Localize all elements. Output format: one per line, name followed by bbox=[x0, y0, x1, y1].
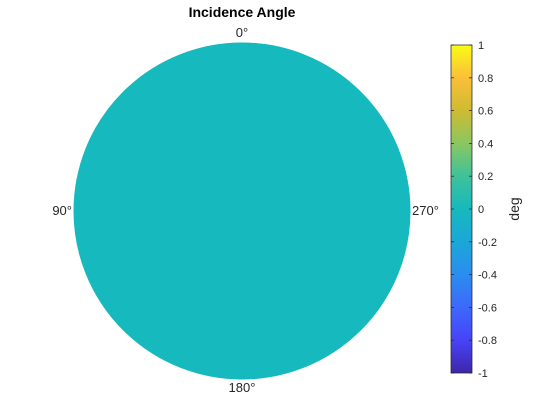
angle-label-270: 270° bbox=[412, 203, 439, 218]
angle-label-0: 0° bbox=[236, 25, 248, 40]
colorbar-tick-label: 0.6 bbox=[478, 106, 493, 118]
colorbar-tick-label: 0.4 bbox=[478, 138, 493, 150]
colorbar-tick-label: -0.4 bbox=[478, 270, 497, 282]
colorbar-tick-label: -0.8 bbox=[478, 335, 497, 347]
colorbar-tick-label: -0.2 bbox=[478, 237, 497, 249]
colorbar-gradient bbox=[451, 45, 472, 373]
polar-field-disc bbox=[74, 43, 410, 379]
chart-title: Incidence Angle bbox=[189, 4, 296, 20]
colorbar: -1 -0.8 -0.6 -0.4 -0.2 0 0.2 0.4 0.6 0.8 1 deg bbox=[451, 40, 522, 380]
colorbar-tick-label: -1 bbox=[478, 368, 488, 380]
angle-label-90: 90° bbox=[52, 203, 72, 218]
colorbar-tick-label: 0 bbox=[478, 204, 484, 216]
colorbar-tick-label: 0.8 bbox=[478, 73, 493, 85]
angle-label-180: 180° bbox=[229, 380, 256, 395]
colorbar-label: deg bbox=[506, 197, 522, 220]
colorbar-tick-label: 0.2 bbox=[478, 171, 493, 183]
colorbar-tick-label: 1 bbox=[478, 40, 484, 52]
colorbar-tick-label: -0.6 bbox=[478, 302, 497, 314]
